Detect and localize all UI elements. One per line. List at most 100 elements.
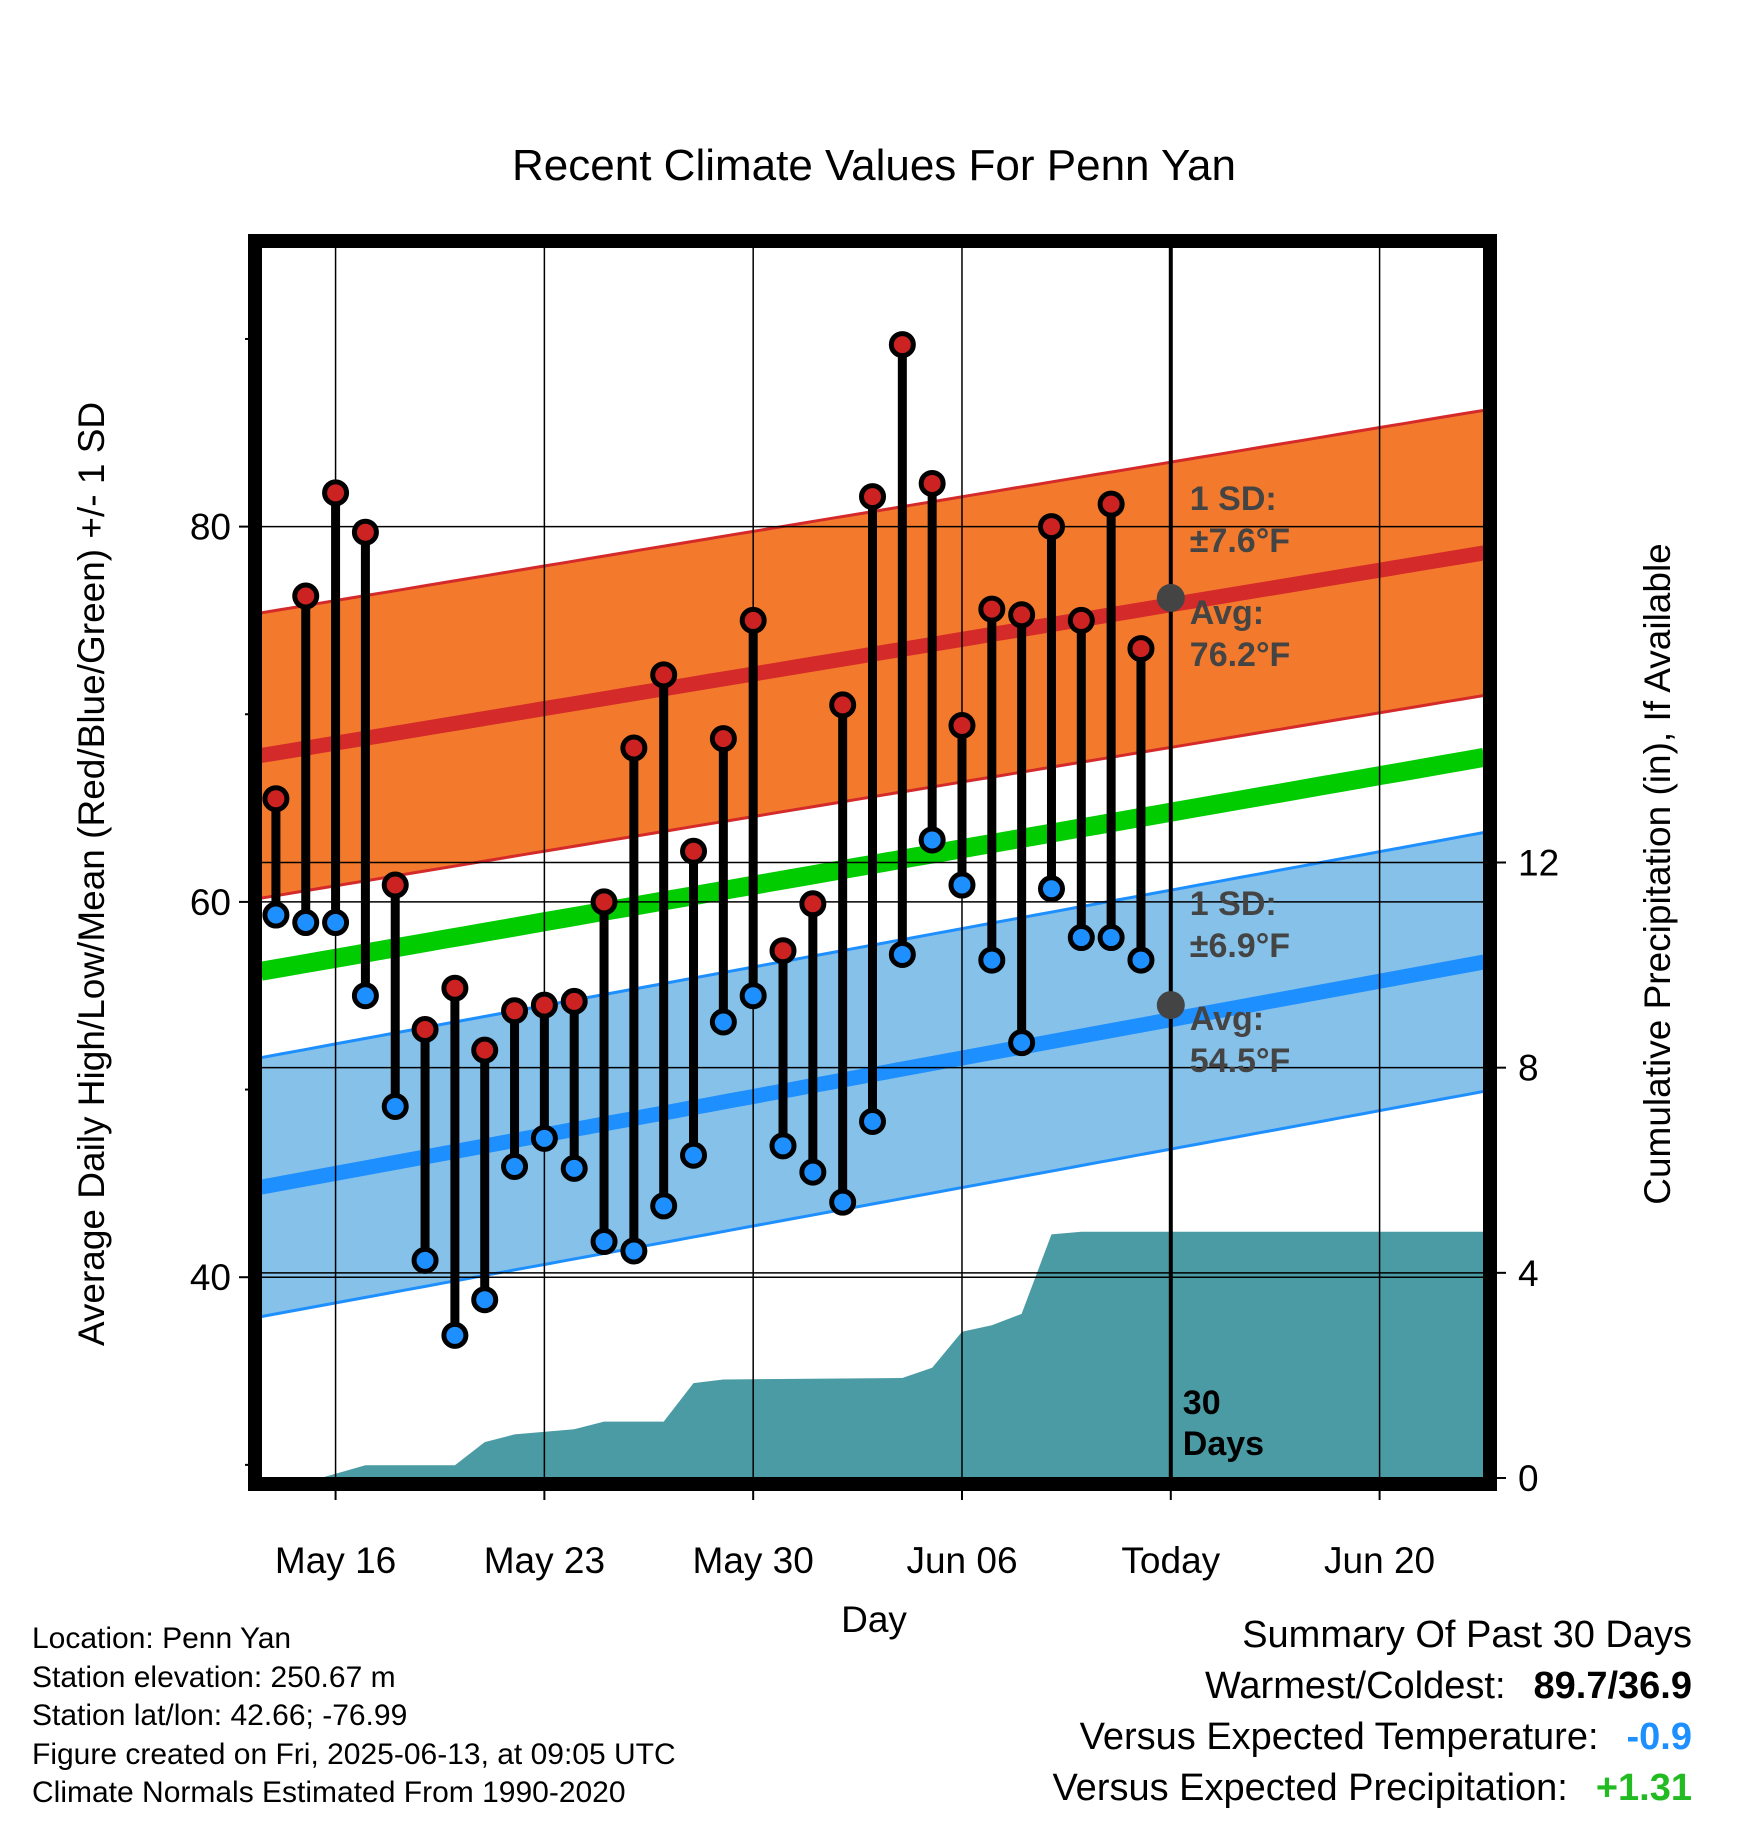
daily-low-point xyxy=(680,1141,708,1169)
daily-high-point xyxy=(322,479,350,507)
daily-low-point xyxy=(560,1154,588,1182)
daily-high-point xyxy=(560,987,588,1015)
station-info: Location: Penn Yan Station elevation: 25… xyxy=(32,1620,676,1813)
info-created: Figure created on Fri, 2025-06-13, at 09… xyxy=(32,1737,676,1771)
low-band-lower-edge xyxy=(261,1089,1484,1319)
daily-low-point xyxy=(709,1008,737,1036)
today-avg-low-marker xyxy=(1156,991,1185,1020)
temp-value: -0.9 xyxy=(1626,1716,1692,1758)
plot-frame xyxy=(248,234,1497,1491)
y2-tick-label: 12 xyxy=(1518,843,1559,884)
daily-low-point xyxy=(650,1192,678,1220)
info-elevation: Station elevation: 250.67 m xyxy=(32,1660,396,1694)
daily-high-point xyxy=(620,734,648,762)
daily-low-point xyxy=(411,1246,439,1274)
precip-area xyxy=(320,1231,1484,1478)
x-tick-label: May 23 xyxy=(484,1540,605,1581)
high-sd-value: ±7.6°F xyxy=(1190,522,1290,560)
daily-high-point xyxy=(709,725,737,753)
daily-low-point xyxy=(530,1124,558,1152)
info-latlon: Station lat/lon: 42.66; -76.99 xyxy=(32,1699,408,1732)
precip-label: Versus Expected Precipitation: xyxy=(1052,1767,1568,1809)
daily-high-point xyxy=(769,937,797,965)
x-tick-label: May 30 xyxy=(693,1540,814,1581)
daily-high-point xyxy=(1008,601,1036,629)
low-sd-value: ±6.9°F xyxy=(1190,927,1290,965)
daily-low-point xyxy=(441,1321,469,1349)
daily-high-point xyxy=(411,1016,439,1044)
x-tick-label: Jun 06 xyxy=(906,1540,1017,1581)
low-sd-label: 1 SD: xyxy=(1190,885,1277,923)
daily-high-point xyxy=(680,837,708,865)
today-avg-high-marker xyxy=(1156,583,1185,612)
daily-high-point xyxy=(859,483,886,511)
high-avg-value: 76.2°F xyxy=(1190,636,1291,674)
daily-high-point xyxy=(1127,635,1155,663)
daily-low-point xyxy=(381,1092,409,1120)
y-tick-label: 80 xyxy=(190,507,231,548)
daily-low-point xyxy=(739,982,767,1010)
warm-cold-label: Warmest/Coldest: xyxy=(1204,1665,1506,1707)
daily-low-point xyxy=(799,1158,827,1186)
daily-low-point xyxy=(888,940,916,968)
summary-panel: Summary Of Past 30 Days Warmest/Coldest:… xyxy=(1052,1610,1692,1814)
daily-high-point xyxy=(799,890,827,918)
daily-high-point xyxy=(948,712,976,740)
daily-high-point xyxy=(292,582,320,610)
daily-low-point xyxy=(501,1152,529,1180)
today-days-label-line1: 30 xyxy=(1183,1384,1221,1422)
daily-high-point xyxy=(590,888,618,916)
precip-value: +1.31 xyxy=(1595,1767,1692,1809)
daily-high-point xyxy=(262,785,290,813)
daily-low-point xyxy=(292,909,320,937)
info-location: Location: Penn Yan xyxy=(32,1622,292,1655)
high-sd-label: 1 SD: xyxy=(1190,480,1277,518)
y-tick-label: 60 xyxy=(190,882,231,923)
daily-low-point xyxy=(859,1107,886,1135)
x-axis-label: Day xyxy=(841,1599,907,1640)
warm-cold-value: 89.7/36.9 xyxy=(1533,1665,1692,1707)
y-axis-label: Average Daily High/Low/Mean (Red/Blue/Gr… xyxy=(71,402,112,1346)
y2-tick-label: 4 xyxy=(1518,1253,1539,1294)
daily-low-point xyxy=(1067,924,1095,952)
x-tick-label: Today xyxy=(1121,1540,1220,1581)
today-days-label-line2: Days xyxy=(1183,1425,1264,1463)
daily-low-point xyxy=(918,826,946,854)
daily-high-point xyxy=(441,974,469,1002)
daily-low-point xyxy=(1037,875,1065,903)
daily-low-point xyxy=(1008,1029,1036,1057)
daily-low-point xyxy=(322,909,350,937)
daily-low-point xyxy=(620,1237,648,1265)
summary-precip: Versus Expected Precipitation: +1.31 xyxy=(1052,1763,1692,1814)
high-avg-label: Avg: xyxy=(1190,594,1264,632)
daily-high-point xyxy=(829,691,857,719)
low-avg-label: Avg: xyxy=(1190,1000,1264,1038)
summary-temp: Versus Expected Temperature: -0.9 xyxy=(1052,1712,1692,1763)
daily-low-point xyxy=(829,1188,857,1216)
daily-low-point xyxy=(1127,946,1155,974)
daily-high-point xyxy=(530,991,558,1019)
daily-high-point xyxy=(351,518,379,546)
daily-low-point xyxy=(262,901,290,929)
x-tick-label: May 16 xyxy=(275,1540,396,1581)
chart-title: Recent Climate Values For Penn Yan xyxy=(512,141,1236,190)
summary-heading: Summary Of Past 30 Days xyxy=(1242,1614,1692,1656)
daily-low-point xyxy=(471,1286,499,1314)
daily-high-point xyxy=(501,997,529,1025)
daily-low-point xyxy=(351,982,379,1010)
temp-label: Versus Expected Temperature: xyxy=(1079,1716,1599,1758)
plot-area xyxy=(261,247,1484,1478)
daily-low-point xyxy=(978,946,1006,974)
low-avg-value: 54.5°F xyxy=(1190,1042,1291,1080)
daily-low-point xyxy=(1097,924,1125,952)
daily-high-point xyxy=(1067,606,1095,634)
y-tick-label: 40 xyxy=(190,1257,231,1298)
daily-high-point xyxy=(650,661,678,689)
summary-warm-cold: Warmest/Coldest: 89.7/36.9 xyxy=(1052,1661,1692,1712)
daily-low-point xyxy=(769,1132,797,1160)
daily-high-point xyxy=(381,871,409,899)
daily-high-point xyxy=(739,606,767,634)
daily-high-point xyxy=(978,595,1006,623)
y2-tick-label: 8 xyxy=(1518,1048,1539,1089)
